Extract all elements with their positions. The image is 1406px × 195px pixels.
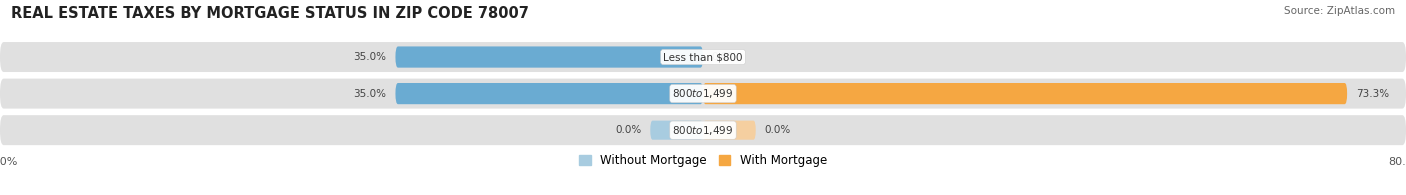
- Text: Less than $800: Less than $800: [664, 52, 742, 62]
- FancyBboxPatch shape: [703, 121, 756, 140]
- Text: $800 to $1,499: $800 to $1,499: [672, 124, 734, 137]
- FancyBboxPatch shape: [0, 79, 1406, 109]
- Text: 73.3%: 73.3%: [1355, 89, 1389, 99]
- Text: $800 to $1,499: $800 to $1,499: [672, 87, 734, 100]
- FancyBboxPatch shape: [650, 121, 703, 140]
- Text: 35.0%: 35.0%: [354, 89, 387, 99]
- FancyBboxPatch shape: [395, 83, 703, 104]
- Legend: Without Mortgage, With Mortgage: Without Mortgage, With Mortgage: [579, 154, 827, 167]
- Text: 0.0%: 0.0%: [616, 125, 641, 135]
- Text: 0.0%: 0.0%: [711, 52, 738, 62]
- Text: 35.0%: 35.0%: [354, 52, 387, 62]
- FancyBboxPatch shape: [0, 42, 1406, 72]
- Text: 0.0%: 0.0%: [765, 125, 790, 135]
- Text: REAL ESTATE TAXES BY MORTGAGE STATUS IN ZIP CODE 78007: REAL ESTATE TAXES BY MORTGAGE STATUS IN …: [11, 6, 529, 21]
- FancyBboxPatch shape: [0, 115, 1406, 145]
- FancyBboxPatch shape: [703, 83, 1347, 104]
- FancyBboxPatch shape: [395, 46, 703, 68]
- Text: Source: ZipAtlas.com: Source: ZipAtlas.com: [1284, 6, 1395, 16]
